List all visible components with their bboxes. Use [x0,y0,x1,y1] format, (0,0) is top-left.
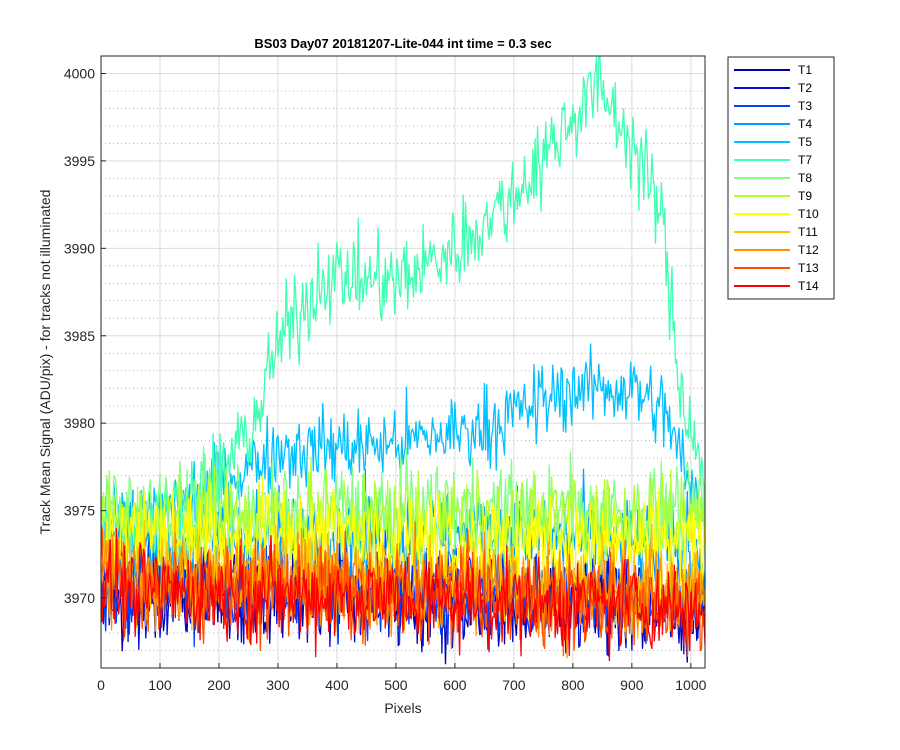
y-axis-label: Track Mean Signal (ADU/pix) - for tracks… [37,190,53,535]
legend-label-t11: T11 [798,225,818,239]
x-tick-label: 400 [325,677,349,693]
y-tick-label: 3985 [64,328,95,344]
series-line-t9 [100,456,706,576]
plot-frame [100,55,706,669]
x-tick-label: 700 [502,677,526,693]
y-tick-label: 3990 [64,240,95,256]
y-tick-label: 3980 [64,415,95,431]
axes: 0 100 200 300 400 500 600 700 800 900 1000 3970 3975… [64,65,707,693]
y-tick-label: 3970 [64,590,95,606]
legend-label-t2: T2 [798,81,812,95]
legend-label-t4: T4 [798,117,812,131]
legend-label-t5: T5 [798,135,812,149]
legend: T1 T2 T3 T4 T5 T7 T8 T9 T10 T11 T12 T13 T14 [727,56,835,300]
x-axis-label: Pixels [384,700,421,716]
x-tick-label: 300 [266,677,290,693]
legend-label-t8: T8 [798,171,812,185]
chart-title: BS03 Day07 20181207-Lite-044 int time = … [254,36,551,51]
legend-label-t12: T12 [798,243,819,257]
x-tick-label: 600 [443,677,467,693]
series-line-t7 [100,56,706,569]
x-tick-label: 900 [620,677,644,693]
legend-label-t13: T13 [798,261,819,275]
legend-label-t9: T9 [798,189,812,203]
legend-label-t14: T14 [798,279,819,293]
legend-label-t1: T1 [798,63,812,77]
x-tick-label: 0 [97,677,105,693]
x-tick-label: 100 [148,677,172,693]
legend-label-t3: T3 [798,99,812,113]
y-tick-label: 3975 [64,503,95,519]
series-line-t14 [100,528,706,662]
x-tick-label: 500 [384,677,408,693]
x-tick-label: 1000 [675,677,706,693]
series-line-t10 [100,469,706,610]
x-tick-label: 200 [207,677,231,693]
x-tick-label: 800 [561,677,585,693]
legend-label-t10: T10 [798,207,819,221]
series-group [100,56,706,665]
y-tick-label: 3995 [64,153,95,169]
legend-label-t7: T7 [798,153,812,167]
y-tick-label: 4000 [64,65,95,81]
